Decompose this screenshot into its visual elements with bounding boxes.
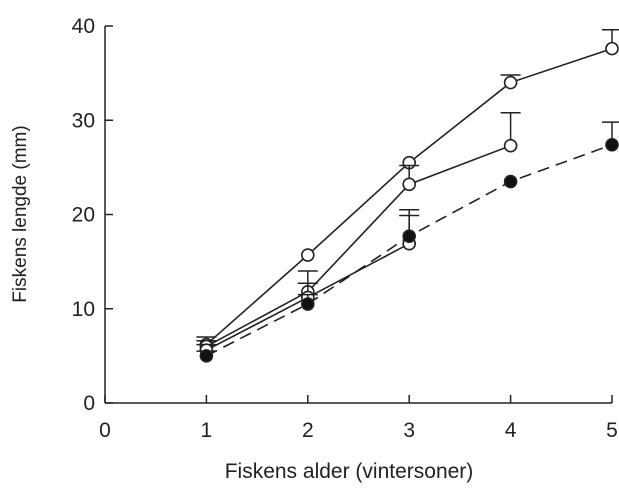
data-point <box>605 41 619 56</box>
data-point <box>199 349 214 363</box>
series-line <box>206 144 511 348</box>
data-point <box>605 137 619 152</box>
data-point <box>402 177 417 192</box>
series-4 <box>196 121 619 363</box>
x-tick-label: 4 <box>505 419 517 442</box>
data-point <box>300 297 315 311</box>
data-point <box>402 229 417 243</box>
x-tick-label: 5 <box>606 419 618 442</box>
data-point <box>300 248 315 262</box>
axes <box>104 26 612 404</box>
x-tick-label: 2 <box>302 419 314 442</box>
x-axis-label: Fiskens alder (vintersoner) <box>225 460 474 483</box>
tick-labels: 0 1 2 3 4 5 0 10 20 30 40 <box>72 15 618 442</box>
y-axis-label: Fiskens lengde (mm) <box>10 125 31 302</box>
x-tick-label: 3 <box>403 419 415 442</box>
y-tick-label: 10 <box>72 298 95 321</box>
series-line <box>205 47 613 346</box>
series-2 <box>196 111 521 354</box>
data-point <box>503 138 518 153</box>
data-point <box>503 174 518 189</box>
series-layer <box>196 29 619 363</box>
x-tick-label: 1 <box>201 419 213 442</box>
ticks <box>104 25 613 404</box>
x-tick-label: 0 <box>99 419 111 442</box>
y-tick-label: 40 <box>72 15 95 38</box>
y-tick-label: 0 <box>83 392 95 415</box>
data-point <box>503 75 518 90</box>
y-tick-label: 30 <box>72 109 95 132</box>
y-tick-label: 20 <box>72 204 95 227</box>
